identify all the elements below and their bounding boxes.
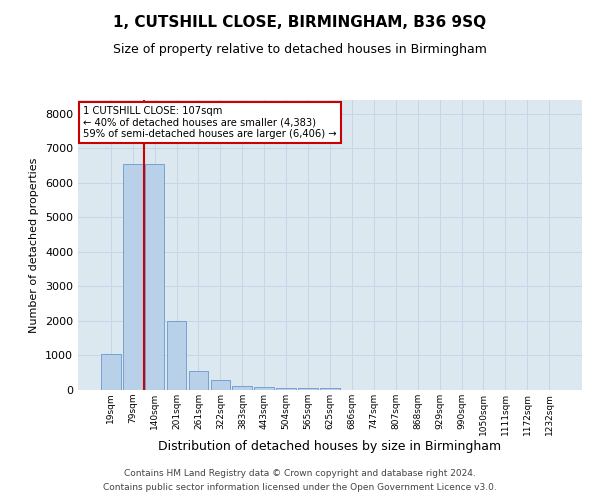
Y-axis label: Number of detached properties: Number of detached properties bbox=[29, 158, 40, 332]
Bar bbox=[276, 388, 296, 390]
Bar bbox=[232, 386, 252, 390]
Bar bbox=[145, 164, 164, 390]
Bar bbox=[188, 371, 208, 390]
Bar bbox=[167, 321, 187, 390]
Text: 1, CUTSHILL CLOSE, BIRMINGHAM, B36 9SQ: 1, CUTSHILL CLOSE, BIRMINGHAM, B36 9SQ bbox=[113, 15, 487, 30]
X-axis label: Distribution of detached houses by size in Birmingham: Distribution of detached houses by size … bbox=[158, 440, 502, 454]
Text: Size of property relative to detached houses in Birmingham: Size of property relative to detached ho… bbox=[113, 42, 487, 56]
Bar bbox=[254, 388, 274, 390]
Bar bbox=[211, 380, 230, 390]
Bar bbox=[101, 354, 121, 390]
Text: 1 CUTSHILL CLOSE: 107sqm
← 40% of detached houses are smaller (4,383)
59% of sem: 1 CUTSHILL CLOSE: 107sqm ← 40% of detach… bbox=[83, 106, 337, 139]
Text: Contains HM Land Registry data © Crown copyright and database right 2024.: Contains HM Land Registry data © Crown c… bbox=[124, 468, 476, 477]
Bar bbox=[298, 388, 318, 390]
Text: Contains public sector information licensed under the Open Government Licence v3: Contains public sector information licen… bbox=[103, 484, 497, 492]
Bar bbox=[320, 388, 340, 390]
Bar bbox=[123, 164, 143, 390]
